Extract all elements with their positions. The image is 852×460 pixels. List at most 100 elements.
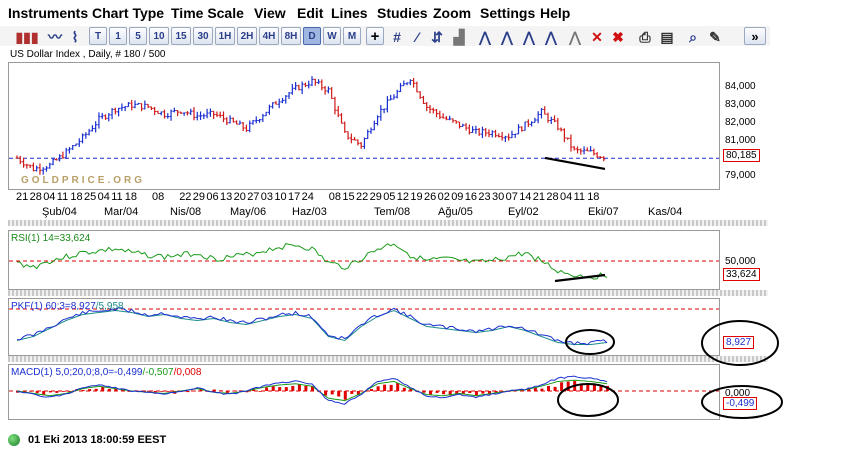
rsi-panel[interactable]: RSI(1) 14=33,624 <box>8 230 720 290</box>
save-icon[interactable]: ▤ <box>660 29 674 45</box>
line-tools-icon[interactable]: ⁄ <box>415 29 419 45</box>
period-w-button[interactable]: W <box>323 27 341 45</box>
price-bar <box>261 113 265 123</box>
price-bar <box>353 137 357 141</box>
fib-arc-icon[interactable]: ⋀ <box>501 29 513 45</box>
price-bar <box>494 129 498 138</box>
period-1-button[interactable]: 1 <box>109 27 127 45</box>
menu-chart-type[interactable]: Chart Type <box>92 5 165 21</box>
menu-studies[interactable]: Studies <box>377 5 428 21</box>
period-tick-button[interactable]: T <box>89 27 107 45</box>
x-tick-label: 11 <box>573 191 586 203</box>
macd-title-main: MACD(1) 5,0;20,0;8,0=-0,499 <box>11 367 143 378</box>
price-bar <box>369 127 373 134</box>
price-bar <box>235 120 239 125</box>
price-bar <box>428 105 432 114</box>
line-chart-icon[interactable]: 〰 <box>48 29 62 45</box>
price-bar <box>346 131 350 140</box>
fib-fan-icon[interactable]: ⋀ <box>479 29 491 45</box>
area-chart-icon[interactable]: ⌇ <box>71 29 79 45</box>
menu-view[interactable]: View <box>254 5 286 21</box>
price-bar <box>159 111 163 116</box>
x-month-label: Eki/07 <box>588 206 619 218</box>
price-bar <box>471 126 475 134</box>
price-bar <box>474 125 478 134</box>
macd-panel[interactable]: MACD(1) 5,0;20,0;8,0=-0,499/-0,507/0,008 <box>8 364 720 420</box>
x-tick-label: 18 <box>70 191 83 203</box>
price-bar <box>359 142 363 149</box>
print-icon[interactable]: ⎙ <box>639 29 651 45</box>
menu-lines[interactable]: Lines <box>331 5 368 21</box>
period-4h-button[interactable]: 4H <box>259 27 279 45</box>
panel-splitter[interactable] <box>8 220 768 226</box>
pkf-panel[interactable]: PKF(1) 60;3=8,927/5,958 <box>8 298 720 356</box>
fib-retracement-icon[interactable]: ⋀ <box>523 29 535 45</box>
menu-zoom[interactable]: Zoom <box>433 5 472 21</box>
price-bar <box>379 105 383 121</box>
period-8h-button[interactable]: 8H <box>281 27 301 45</box>
period-d-button[interactable]: D <box>303 27 321 45</box>
period-5-button[interactable]: 5 <box>129 27 147 45</box>
macd-histogram-bar <box>402 387 406 391</box>
menu-time-scale[interactable]: Time Scale <box>171 5 244 21</box>
zoom-icon[interactable]: ⌕ <box>689 29 697 45</box>
x-tick-label: 11 <box>56 191 69 203</box>
macd-histogram-bar <box>225 391 229 393</box>
period-1h-button[interactable]: 1H <box>215 27 235 45</box>
x-tick-label: 28 <box>546 191 559 203</box>
magnet-icon[interactable]: ⋀ <box>569 29 581 45</box>
x-tick-label: 18 <box>124 191 138 203</box>
menu-instruments[interactable]: Instruments <box>8 5 89 21</box>
price-chart-panel[interactable]: GOLDPRICE.ORG <box>8 62 720 190</box>
price-bar <box>579 148 583 155</box>
x-month-label: Nis/08 <box>170 206 202 218</box>
macd-last-value: -0,499 <box>723 397 758 410</box>
price-bar <box>41 167 45 175</box>
menu-edit[interactable]: Edit <box>297 5 324 21</box>
macd-histogram-bar <box>356 391 360 395</box>
x-tick-label: 24 <box>301 191 314 203</box>
menu-help[interactable]: Help <box>540 5 571 21</box>
chart-type-bars-icon[interactable]: ▮▮▮ <box>15 29 39 45</box>
price-bar <box>281 97 284 104</box>
delete-all-icon[interactable]: ✖ <box>612 29 624 45</box>
bar-tools-icon[interactable]: ⇵ <box>431 29 443 45</box>
fib-time-icon[interactable]: ⋀ <box>545 29 557 45</box>
pin-icon[interactable]: ✎ <box>709 29 721 45</box>
price-bar <box>100 112 104 120</box>
delete-icon[interactable]: ✕ <box>591 29 603 45</box>
price-bar <box>399 82 402 93</box>
histogram-tool-icon[interactable]: ▟ <box>453 29 465 45</box>
price-bar <box>35 165 39 172</box>
panel-splitter[interactable] <box>8 290 768 296</box>
price-bar <box>454 120 458 124</box>
crosshair-icon[interactable]: + <box>366 27 384 45</box>
macd-histogram-bar <box>120 389 124 391</box>
period-30-button[interactable]: 30 <box>193 27 213 45</box>
price-bar <box>487 129 491 138</box>
menu-settings[interactable]: Settings <box>480 5 536 21</box>
price-bar <box>294 82 298 91</box>
price-bar <box>392 94 396 100</box>
price-bar <box>313 78 317 86</box>
price-bar <box>58 154 62 162</box>
macd-histogram-bar <box>55 391 59 393</box>
period-15-button[interactable]: 15 <box>171 27 191 45</box>
price-bar <box>585 147 589 152</box>
panel-splitter[interactable] <box>8 356 768 362</box>
period-10-button[interactable]: 10 <box>149 27 169 45</box>
price-bar <box>208 108 212 117</box>
scroll-right-icon[interactable]: » <box>744 27 766 45</box>
macd-histogram-bar <box>61 391 65 392</box>
price-bar <box>425 102 429 112</box>
price-bar <box>120 103 124 111</box>
macd-histogram-bar <box>186 391 190 393</box>
price-bar <box>241 122 245 131</box>
price-bar <box>461 123 465 127</box>
price-bar <box>254 116 258 124</box>
grid-icon[interactable]: # <box>393 29 401 45</box>
price-bar <box>271 102 275 109</box>
macd-histogram-bar <box>297 384 301 391</box>
period-2h-button[interactable]: 2H <box>237 27 257 45</box>
period-m-button[interactable]: M <box>343 27 361 45</box>
